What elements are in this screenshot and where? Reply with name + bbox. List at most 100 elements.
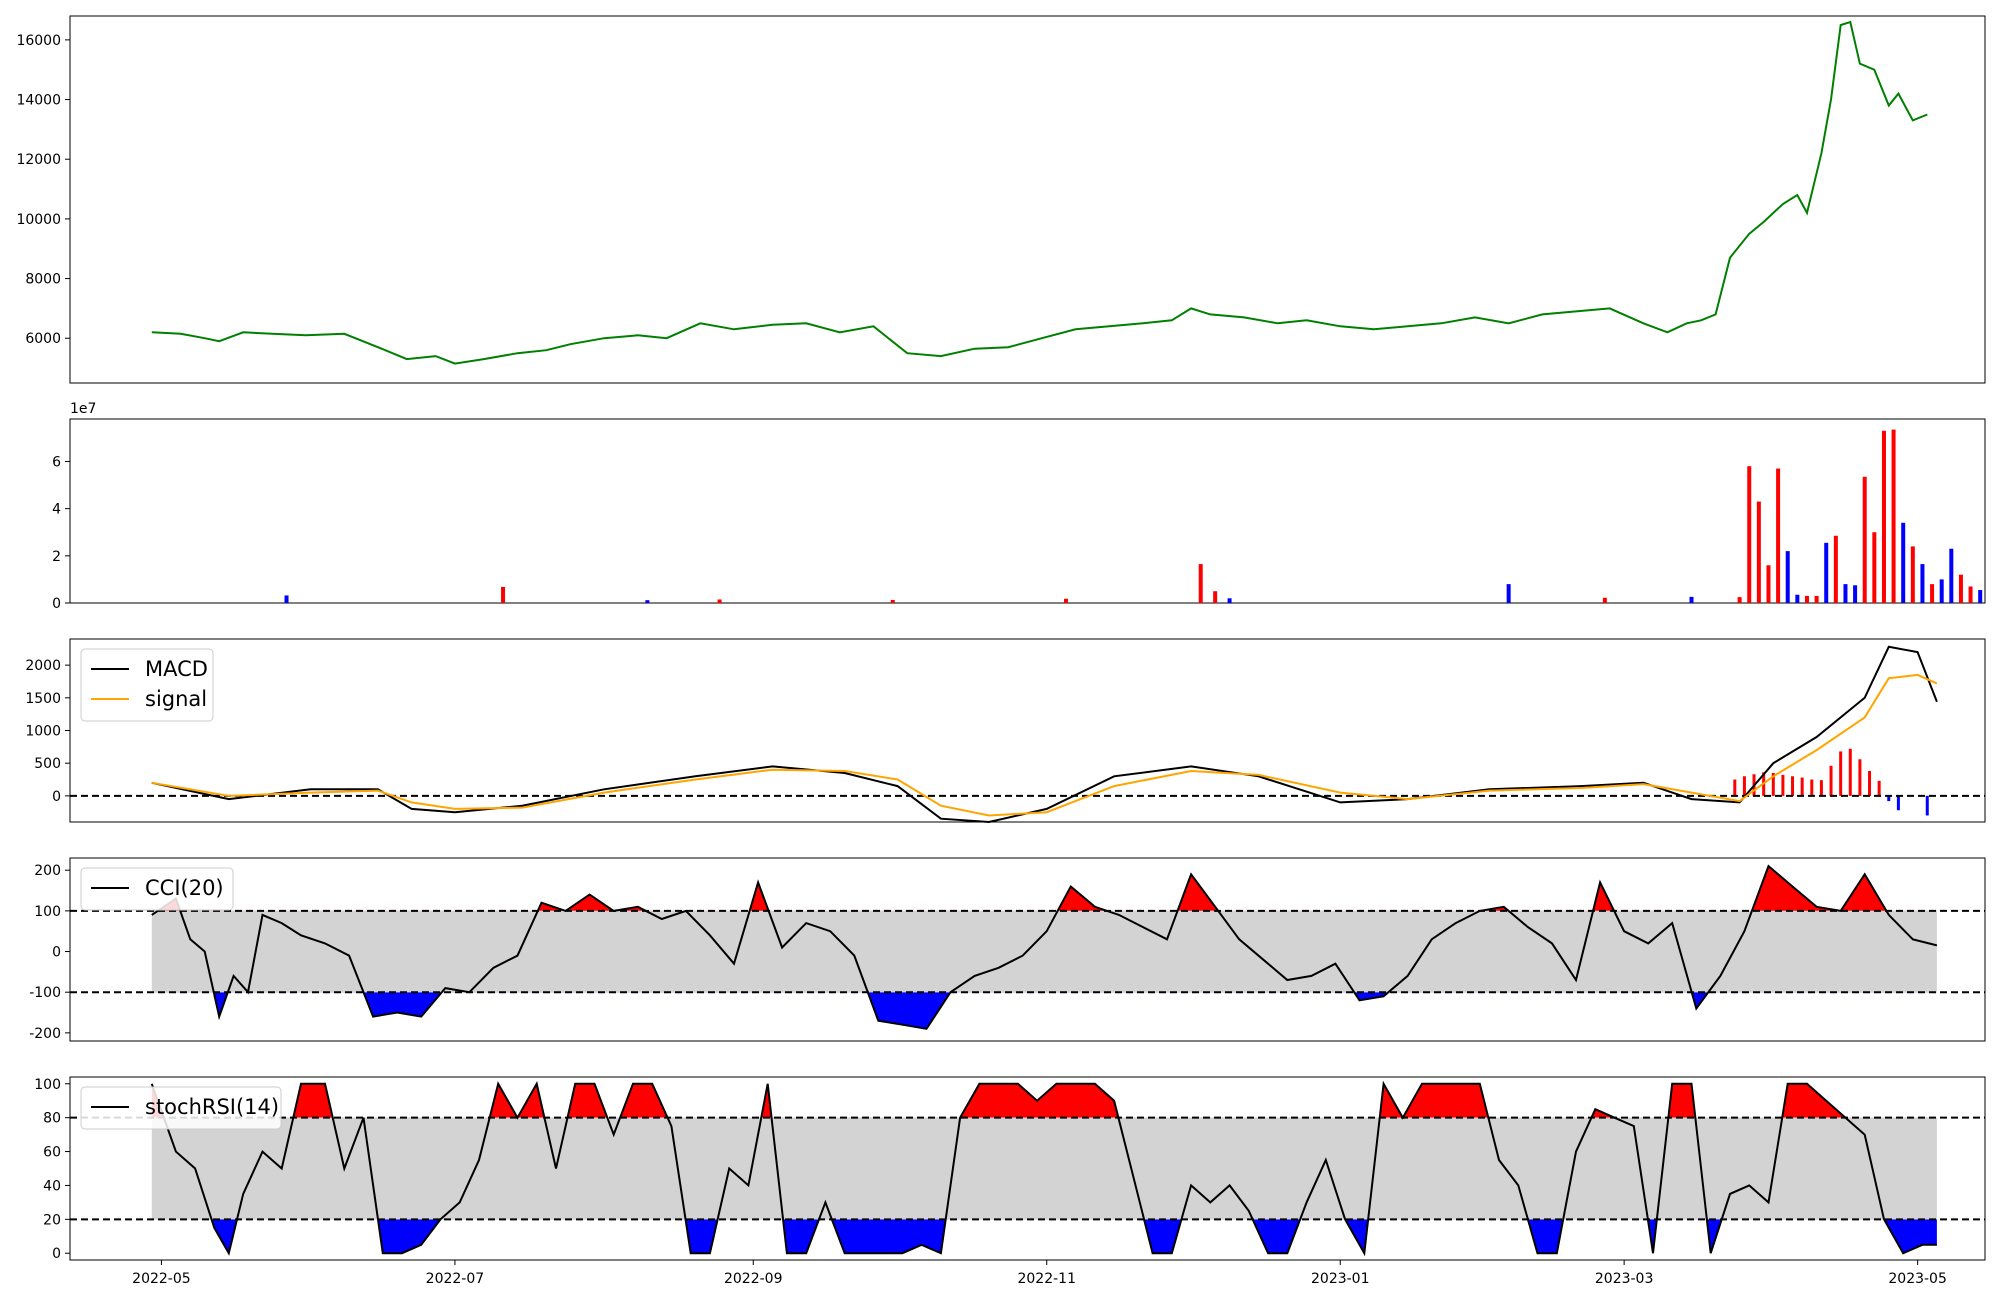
stochrsi-legend: stochRSI(14) xyxy=(80,1086,282,1130)
cci-ytick-label: 200 xyxy=(34,863,61,879)
volume-bar xyxy=(1833,535,1838,603)
volume-bar xyxy=(1737,597,1742,603)
cci-axes-frame xyxy=(69,857,1986,1042)
cci-legend: CCI(20) xyxy=(80,867,234,911)
macd-histogram-bar xyxy=(1877,780,1881,796)
volume-bar xyxy=(1891,429,1896,603)
volume-ytick-label: 4 xyxy=(52,502,61,518)
stochrsi-legend-label: stochRSI(14) xyxy=(145,1095,279,1119)
stochrsi-overbought-fill xyxy=(151,1083,1846,1118)
price-ytick-label: 12000 xyxy=(16,152,61,168)
macd-histogram-bar xyxy=(1771,772,1775,796)
volume-bar xyxy=(1901,522,1906,603)
stochrsi-ytick-label: 100 xyxy=(34,1077,61,1093)
cci-neutral-band xyxy=(151,910,1937,993)
cci-ytick-label: -100 xyxy=(29,985,61,1001)
macd-histogram-bar xyxy=(1733,779,1737,796)
cci-ytick-label: 0 xyxy=(52,945,61,961)
volume-bar xyxy=(284,595,289,603)
volume-bar xyxy=(1785,551,1790,603)
volume-bar xyxy=(1063,598,1068,603)
volume-bar xyxy=(645,600,650,603)
volume-bar xyxy=(1689,596,1694,603)
volume-bar xyxy=(1978,590,1983,603)
x-tick-label: 2022-09 xyxy=(724,1271,783,1287)
volume-bar xyxy=(1213,591,1218,603)
macd-histogram-bar xyxy=(1858,759,1862,796)
cci-legend-label: CCI(20) xyxy=(145,876,224,900)
macd-legend-box xyxy=(80,648,214,722)
cci-line xyxy=(151,864,1938,1030)
volume-bar xyxy=(1939,579,1944,603)
volume-bar xyxy=(501,586,506,603)
volume-bar xyxy=(1920,564,1925,603)
macd-histogram-bar xyxy=(1819,780,1823,796)
volume-bar xyxy=(1862,476,1867,603)
cci-ytick-label: -200 xyxy=(29,1026,61,1042)
stochrsi-legend-box xyxy=(80,1086,282,1130)
volume-bar xyxy=(1930,584,1935,603)
price-ytick-label: 14000 xyxy=(16,93,61,109)
volume-ytick-label: 0 xyxy=(52,596,61,612)
stochrsi-ytick-label: 40 xyxy=(43,1178,61,1194)
volume-bar xyxy=(1853,585,1858,603)
price-ytick-label: 6000 xyxy=(25,331,61,347)
stochrsi-ytick-label: 0 xyxy=(52,1246,61,1262)
volume-ytick-label: 6 xyxy=(52,454,61,470)
stochrsi-ytick-label: 20 xyxy=(43,1212,61,1228)
stochrsi-oversold-fill xyxy=(211,1219,1937,1254)
x-tick-label: 2022-11 xyxy=(1017,1271,1076,1287)
x-tick-label: 2022-07 xyxy=(426,1271,485,1287)
volume-bar xyxy=(1766,565,1771,603)
macd-histogram-bar xyxy=(1800,777,1804,796)
volume-bar xyxy=(1227,598,1232,603)
x-tick-label: 2023-05 xyxy=(1888,1271,1947,1287)
volume-bar xyxy=(1968,586,1973,603)
cci-ytick-label: 100 xyxy=(34,904,61,920)
x-tick-label: 2023-01 xyxy=(1311,1271,1370,1287)
macd-histogram-bar xyxy=(1868,771,1872,796)
macd-series-signal xyxy=(151,673,1938,817)
macd-histogram-bar xyxy=(1810,779,1814,796)
price-ytick-label: 8000 xyxy=(25,272,61,288)
macd-histogram-bar xyxy=(1791,776,1795,796)
macd-histogram-bar xyxy=(1839,751,1843,796)
macd-series-macd xyxy=(151,645,1938,824)
volume-bar xyxy=(890,599,895,603)
x-tick-label: 2023-03 xyxy=(1595,1271,1654,1287)
volume-bar xyxy=(1872,532,1877,603)
volume-bar xyxy=(1795,594,1800,603)
volume-bar xyxy=(717,599,722,603)
x-tick-label: 2022-05 xyxy=(132,1271,191,1287)
volume-axes-frame xyxy=(69,418,1986,604)
macd-legend-label: signal xyxy=(145,687,207,711)
macd-histogram-bar xyxy=(1896,795,1900,811)
stochrsi-neutral-band xyxy=(151,1117,1937,1220)
macd-legend-label: MACD xyxy=(145,657,208,681)
macd-histogram-bar xyxy=(1781,774,1785,796)
macd-histogram-bar xyxy=(1742,776,1746,796)
macd-legend: MACD signal xyxy=(80,648,214,722)
macd-ytick-label: 0 xyxy=(52,789,61,805)
cci-overbought-fill xyxy=(157,866,1887,911)
volume-bar xyxy=(1602,597,1607,603)
price-line xyxy=(151,20,1928,365)
volume-bar xyxy=(1747,466,1752,603)
volume-bar xyxy=(1949,548,1954,603)
macd-ytick-label: 500 xyxy=(34,756,61,772)
price-ytick-label: 16000 xyxy=(16,33,61,49)
volume-bar xyxy=(1776,468,1781,603)
stochrsi-axes-frame xyxy=(69,1076,1986,1261)
macd-histogram-bar xyxy=(1925,795,1929,816)
cci-legend-box xyxy=(80,867,234,911)
price-ytick-label: 10000 xyxy=(16,212,61,228)
macd-ytick-label: 1500 xyxy=(25,691,61,707)
macd-histogram-bar xyxy=(1887,795,1891,802)
volume-bar xyxy=(1824,542,1829,603)
volume-bar xyxy=(1506,584,1511,603)
volume-offset-label: 1e7 xyxy=(70,401,96,417)
volume-bar xyxy=(1756,501,1761,603)
stochrsi-ytick-label: 80 xyxy=(43,1111,61,1127)
volume-bar xyxy=(1843,584,1848,603)
